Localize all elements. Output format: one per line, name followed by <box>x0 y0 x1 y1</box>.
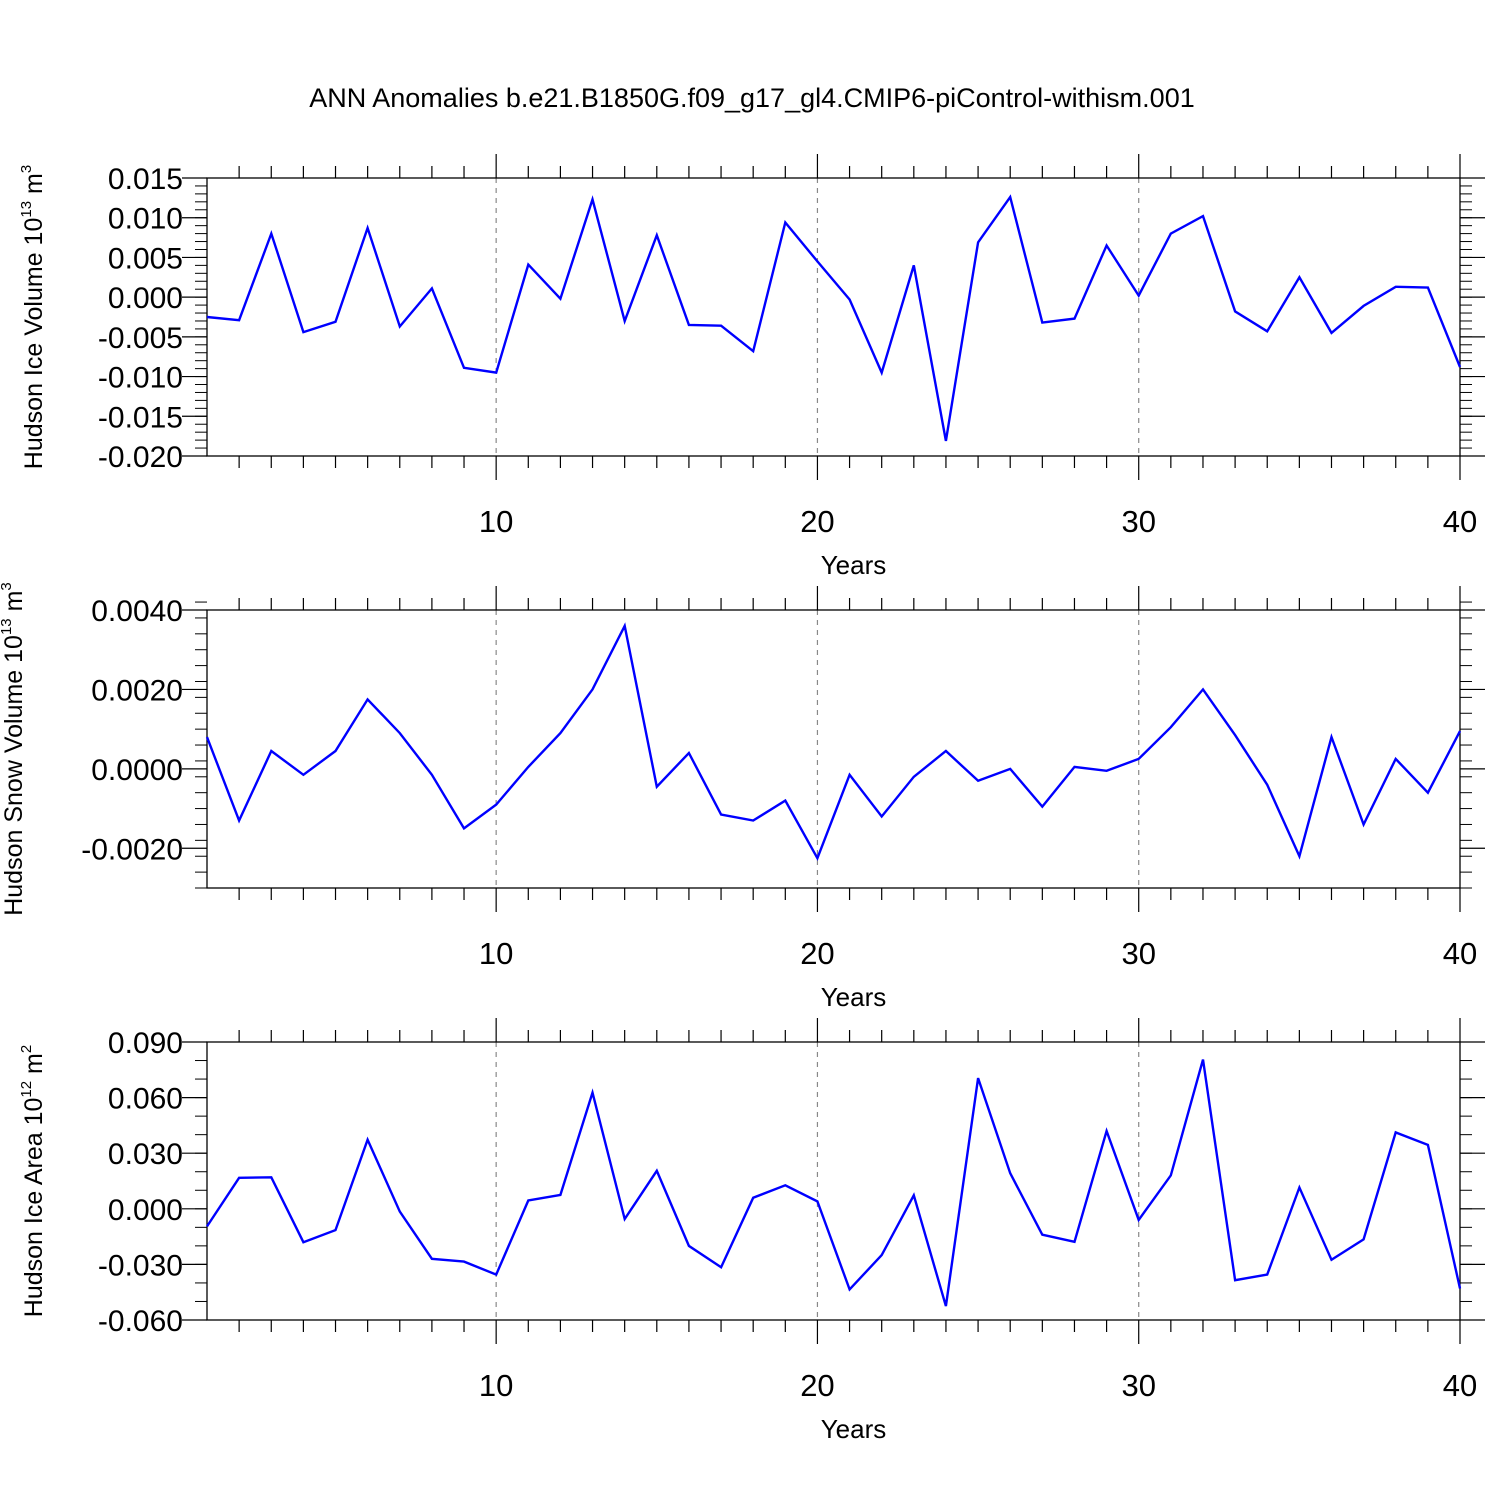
y-tick-label: 0.015 <box>108 163 183 196</box>
y-tick-label: 0.090 <box>108 1027 183 1060</box>
y-tick-label: -0.010 <box>98 362 183 395</box>
y-axis-label-superscript: 13 <box>0 618 15 635</box>
y-axis-label-part: m <box>0 591 28 619</box>
y-tick-label: 0.000 <box>108 1194 183 1227</box>
y-tick-label: 0.030 <box>108 1138 183 1171</box>
y-tick-label: -0.005 <box>98 322 183 355</box>
y-tick-label: -0.0020 <box>81 833 183 866</box>
panel-hudson-ice-area: 0.090 0.060 0.030 0.000 -0.030 -0.060 10 20 30 40… <box>18 1018 1485 1444</box>
series-line <box>206 194 1462 442</box>
y-tick-label: 0.0000 <box>91 754 183 787</box>
y-tick-label: 0.000 <box>108 282 183 315</box>
x-tick-label: 40 <box>1443 936 1477 971</box>
x-tick-label: 40 <box>1443 504 1477 539</box>
x-tick-label: 40 <box>1443 1368 1477 1403</box>
y-axis-label-superscript: 3 <box>18 165 35 173</box>
y-tick-label: -0.020 <box>98 441 183 474</box>
y-axis-label-superscript: 3 <box>0 582 15 590</box>
x-axis-label: Years <box>821 550 887 580</box>
y-tick-label: 0.010 <box>108 203 183 236</box>
y-tick-label: 0.005 <box>108 242 183 275</box>
panel-hudson-ice-volume: 0.015 0.010 0.005 0.000 -0.005 -0.010 -0.015 -0… <box>18 154 1485 580</box>
plot-frame <box>206 609 1461 889</box>
y-tick-label: 0.0040 <box>91 595 183 628</box>
x-tick-label: 30 <box>1121 504 1155 539</box>
plot-frame <box>206 177 1461 457</box>
x-tick-label: 20 <box>800 1368 834 1403</box>
x-tick-label: 20 <box>800 936 834 971</box>
x-tick-label: 30 <box>1121 936 1155 971</box>
x-tick-label: 10 <box>479 936 513 971</box>
x-axis-label: Years <box>821 982 887 1012</box>
y-axis-label-superscript: 13 <box>18 201 35 218</box>
y-tick-label: -0.030 <box>98 1249 183 1282</box>
x-tick-label: 20 <box>800 504 834 539</box>
x-axis-label: Years <box>821 1414 887 1444</box>
y-axis-label: Hudson Ice Area 1012 m2 <box>18 1045 48 1317</box>
y-tick-label: 0.0020 <box>91 674 183 707</box>
y-axis-label-part: m <box>20 173 48 201</box>
panel-hudson-snow-volume: 0.0040 0.0020 0.0000 -0.0020 10 20 30 40 Years Hu… <box>0 582 1485 1012</box>
y-axis-label-part: m <box>20 1053 48 1081</box>
x-tick-label: 10 <box>479 1368 513 1403</box>
x-tick-label: 30 <box>1121 1368 1155 1403</box>
y-axis-label-superscript: 2 <box>18 1045 35 1053</box>
x-tick-label: 10 <box>479 504 513 539</box>
series-line <box>205 1059 1462 1307</box>
y-axis-label-part: Hudson Snow Volume 10 <box>0 635 28 916</box>
figure-title: ANN Anomalies b.e21.B1850G.f09_g17_gl4.C… <box>309 83 1194 113</box>
series-line <box>205 622 1462 862</box>
y-axis-label-part: Hudson Ice Area 10 <box>20 1098 48 1318</box>
y-axis-label: Hudson Snow Volume 1013 m3 <box>0 582 28 916</box>
y-tick-label: -0.015 <box>98 401 183 434</box>
plot-frame <box>206 1041 1461 1321</box>
y-axis-label-superscript: 12 <box>18 1081 35 1098</box>
y-tick-label: -0.060 <box>98 1305 183 1338</box>
y-tick-label: 0.060 <box>108 1083 183 1116</box>
y-axis-label-part: Hudson Ice Volume 10 <box>20 218 48 470</box>
y-axis-label: Hudson Ice Volume 1013 m3 <box>18 165 48 469</box>
